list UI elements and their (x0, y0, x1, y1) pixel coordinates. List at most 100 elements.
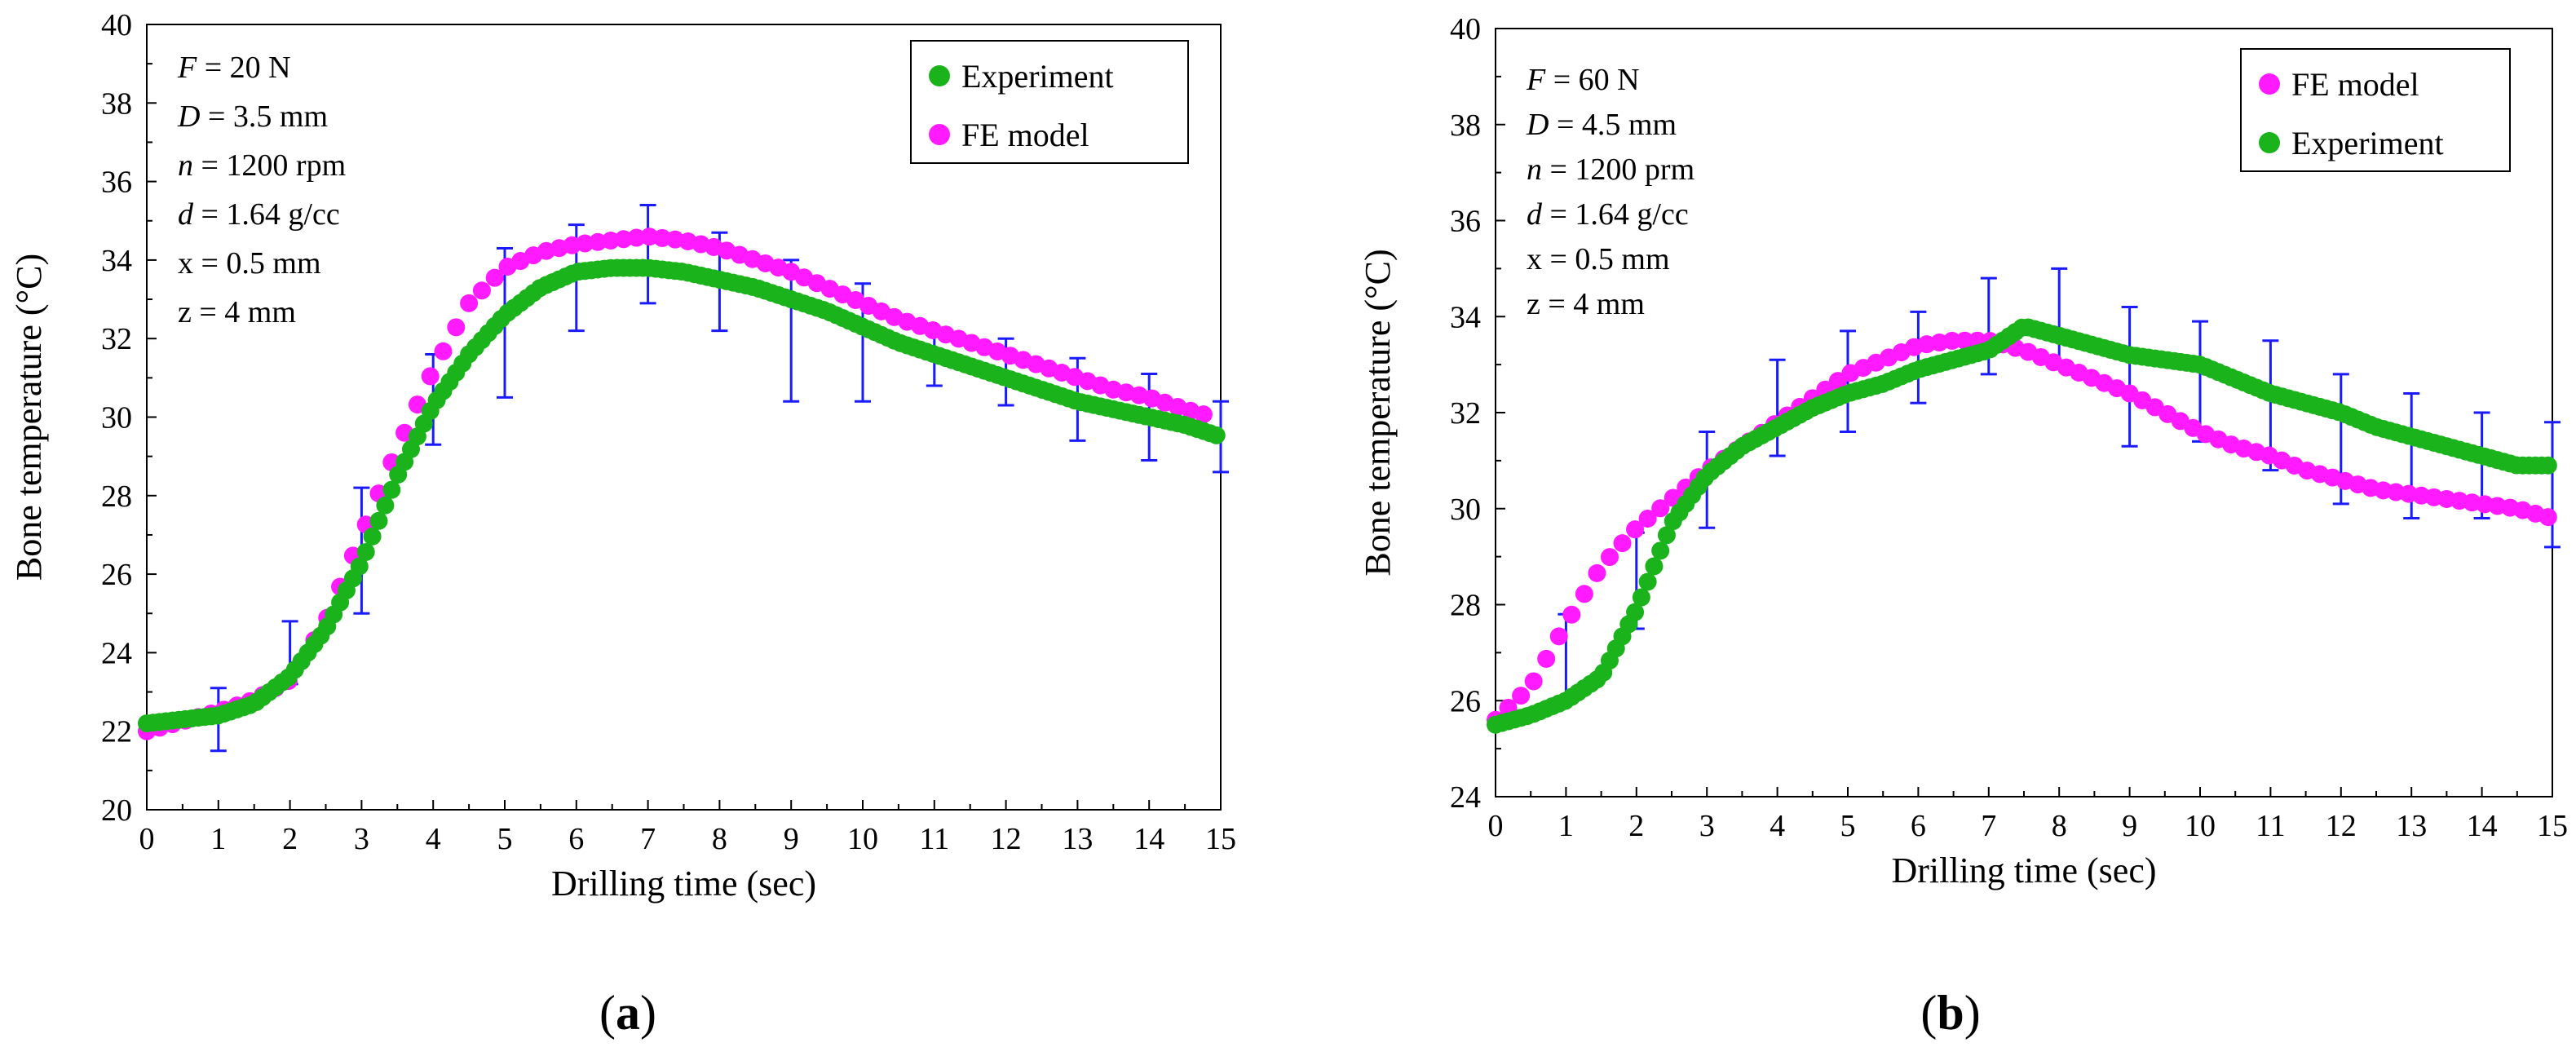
x-tick-label: 7 (1981, 809, 1996, 843)
y-tick-label: 20 (101, 793, 132, 828)
y-tick-label: 26 (101, 558, 132, 592)
parameter-line: x = 0.5 mm (1527, 242, 1670, 276)
data-point (1512, 687, 1531, 705)
legend-label: Experiment (2291, 125, 2444, 161)
data-point (485, 268, 504, 287)
x-tick-label: 0 (139, 822, 155, 856)
legend-label: FE model (961, 117, 1089, 153)
data-point (1537, 649, 1556, 668)
panel-caption-a: (a) (599, 986, 656, 1040)
parameter-line: z = 4 mm (178, 295, 296, 329)
y-tick-label: 24 (101, 636, 132, 670)
y-tick-label: 32 (101, 322, 132, 356)
error-bar (2051, 267, 2068, 366)
x-tick-label: 14 (1133, 822, 1164, 856)
legend-marker (929, 124, 950, 145)
y-axis-label: Bone temperature (°C) (9, 254, 49, 581)
y-tick-label: 22 (101, 715, 132, 749)
x-tick-label: 8 (712, 822, 727, 856)
error-bar (2544, 421, 2561, 549)
x-axis-label: Drilling time (sec) (551, 864, 816, 904)
data-point (447, 318, 466, 337)
panel-caption-b: (b) (1920, 986, 1980, 1040)
data-point (434, 342, 453, 360)
x-tick-label: 7 (640, 822, 656, 856)
data-point (460, 294, 479, 312)
data-point (382, 480, 401, 499)
x-tick-label: 4 (426, 822, 441, 856)
x-tick-label: 10 (2185, 809, 2216, 843)
parameter-line: d = 1.64 g/cc (178, 197, 340, 232)
error-bar (2121, 305, 2138, 448)
data-point (1657, 526, 1676, 545)
x-tick-label: 2 (282, 822, 298, 856)
data-point (1955, 331, 1974, 350)
legend-box (910, 40, 1189, 164)
parameter-line: n = 1200 rpm (178, 148, 346, 183)
data-point (1651, 541, 1670, 560)
error-bar (1769, 358, 1786, 457)
x-tick-label: 2 (1628, 809, 1644, 843)
data-point (2538, 508, 2557, 527)
data-point (1600, 548, 1619, 567)
data-point (472, 281, 491, 300)
x-tick-label: 0 (1488, 809, 1504, 843)
series-experiment (1487, 318, 2557, 734)
data-point (1194, 405, 1213, 424)
x-tick-label: 5 (1840, 809, 1856, 843)
y-tick-label: 38 (101, 86, 132, 121)
x-tick-label: 1 (1558, 809, 1574, 843)
legend: Experiment FE model (910, 40, 1189, 164)
x-tick-label: 11 (920, 822, 950, 856)
x-tick-label: 3 (1699, 809, 1715, 843)
y-tick-label: 28 (101, 479, 132, 514)
y-tick-label: 26 (1450, 684, 1481, 718)
x-tick-label: 13 (1062, 822, 1093, 856)
data-point (376, 496, 395, 515)
y-axis-label: Bone temperature (°C) (1358, 249, 1398, 576)
data-point (363, 527, 382, 546)
data-point (356, 542, 375, 561)
data-point (1626, 520, 1645, 539)
y-tick-label: 32 (1450, 396, 1481, 431)
x-tick-label: 13 (2396, 809, 2427, 843)
data-point (1562, 605, 1581, 624)
x-tick-label: 9 (2122, 809, 2137, 843)
x-tick-label: 10 (847, 822, 878, 856)
data-point (627, 228, 646, 247)
data-point (2538, 456, 2557, 475)
legend-marker (929, 65, 950, 86)
data-point (1575, 585, 1593, 603)
parameter-line: z = 4 mm (1527, 287, 1645, 321)
data-point (1549, 627, 1568, 646)
data-point (350, 557, 369, 576)
error-bar (783, 258, 800, 403)
x-tick-label: 11 (2256, 809, 2286, 843)
data-point (1632, 588, 1650, 607)
parameter-line: D = 4.5 mm (1526, 108, 1677, 142)
parameter-line: d = 1.64 g/cc (1527, 197, 1689, 232)
x-axis-label: Drilling time (sec) (1891, 851, 2156, 890)
legend-marker (2259, 73, 2280, 95)
x-tick-label: 15 (2537, 809, 2568, 843)
y-tick-label: 34 (1450, 300, 1481, 334)
legend-box (2240, 48, 2511, 172)
y-tick-label: 30 (101, 401, 132, 435)
legend-label: Experiment (961, 58, 1114, 95)
legend-marker (2259, 132, 2280, 153)
data-point (1524, 672, 1543, 691)
parameter-annotation: F = 60 N D = 4.5 mm n = 1200 prm d = 1.64 g… (1526, 63, 1695, 321)
parameter-line: x = 0.5 mm (178, 246, 321, 281)
data-point (1613, 534, 1632, 553)
series-fe-model (1487, 331, 2557, 729)
legend-label: FE model (2291, 66, 2419, 103)
y-tick-label: 40 (101, 8, 132, 42)
parameter-line: F = 20 N (177, 51, 291, 85)
x-tick-label: 4 (1770, 809, 1785, 843)
data-point (369, 511, 388, 530)
data-point (1645, 557, 1664, 576)
y-tick-label: 30 (1450, 493, 1481, 527)
legend: FE model Experiment (2240, 48, 2511, 172)
